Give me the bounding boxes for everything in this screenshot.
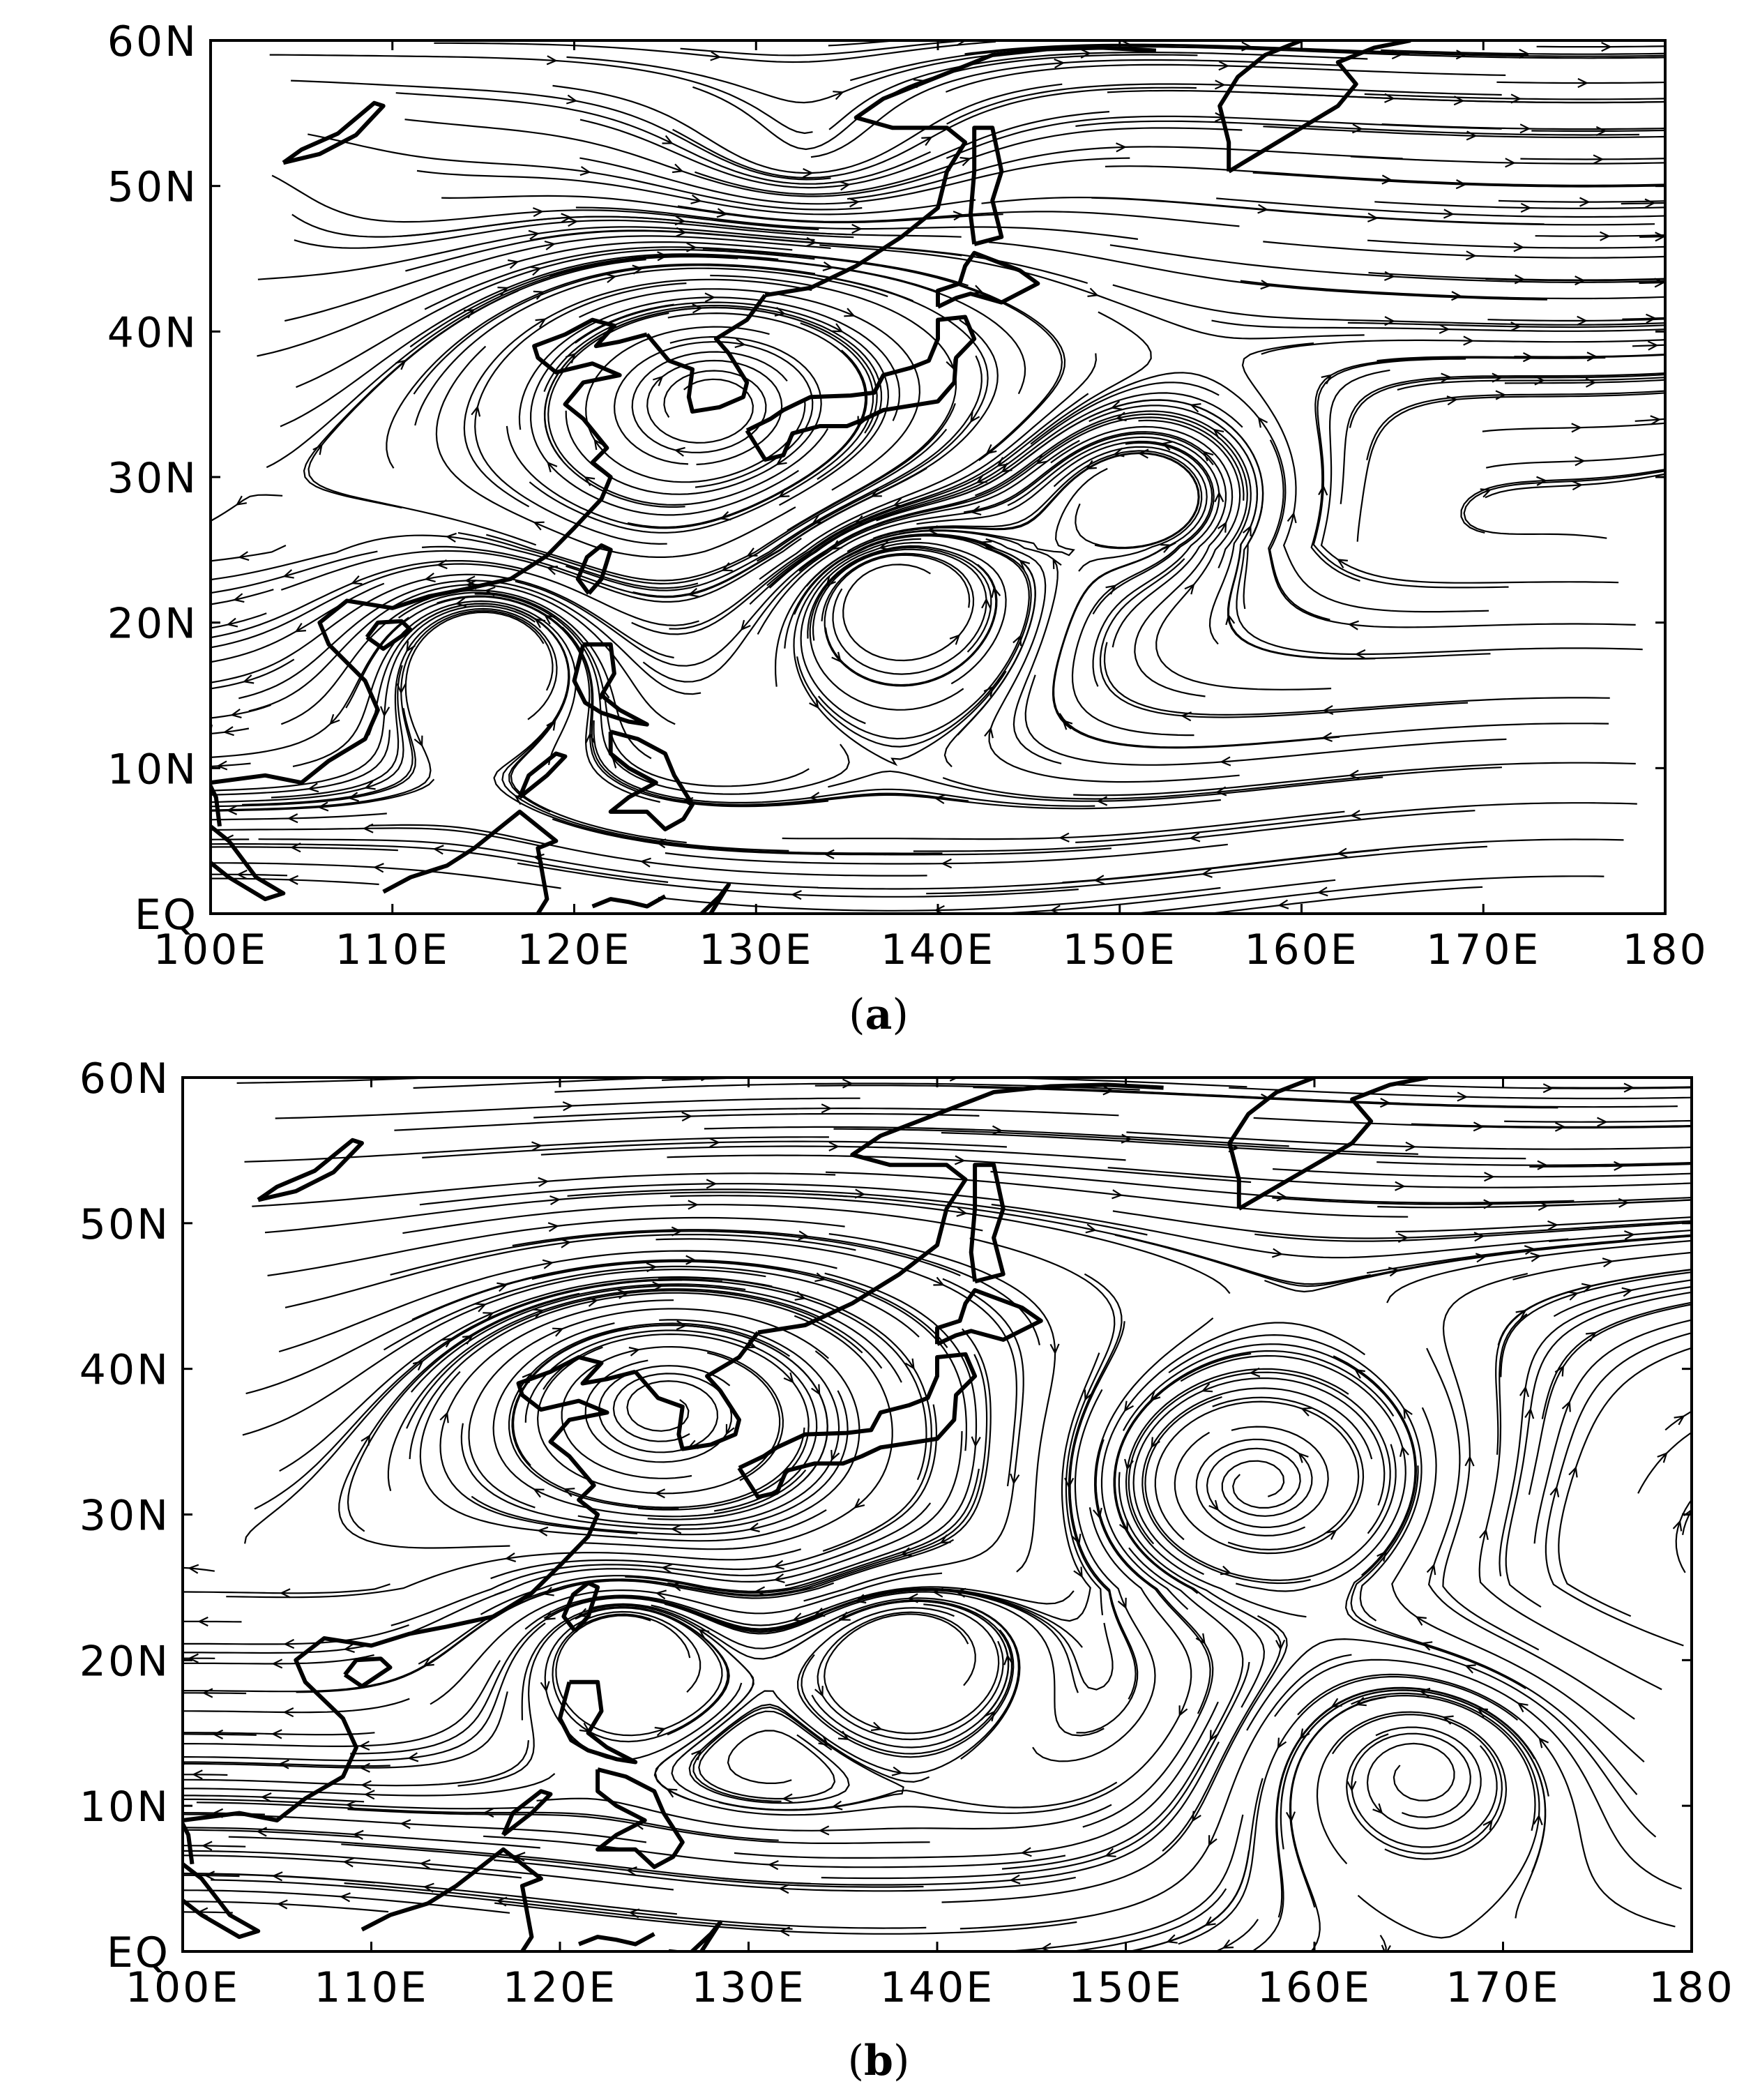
lon-tick-label: 130E [691,1963,805,2012]
lat-tick-label: EQ [107,1928,170,1977]
lat-tick-label: 60N [107,17,198,66]
panel-b: EQ 10N 20N 30N 40N 50N 60N 100E 110E 120E 130E 140E… [0,1050,1760,2100]
streamlines-b [183,1078,1692,1951]
lon-tick-label: 160E [1244,926,1358,974]
lat-tick-label: 10N [79,1783,170,1831]
lat-tick-label: 60N [79,1055,170,1103]
panel-a: EQ 10N 20N 30N 40N 50N 60N 100E 110E 120E 130E 140E… [107,17,1708,1039]
lon-tick-label: 100E [126,1963,240,2012]
lat-tick-label: 50N [107,163,198,212]
lat-tick-label: 30N [107,454,198,503]
lon-tick-label: 140E [881,926,995,974]
lon-tick-label: 100E [153,926,268,974]
lon-tick-label: 180 [1622,926,1708,974]
lon-tick-label: 160E [1257,1963,1372,2012]
streamlines-a [211,40,1665,914]
lon-tick-label: 110E [335,926,450,974]
coastlines-a [211,40,1411,914]
lon-tick-label: 170E [1446,1963,1560,2012]
lat-tick-label: 40N [107,308,198,357]
coastlines-b [183,1078,1428,1951]
lon-tick-label: 130E [699,926,813,974]
panel-label-b: (b) [847,2037,910,2085]
lon-tick-label: 110E [314,1963,428,2012]
panel-label-a: (a) [849,990,909,1039]
lat-tick-label: 50N [79,1200,170,1249]
lat-tick-label: 20N [107,600,198,649]
lon-tick-label: 140E [880,1963,994,2012]
streamline-map-a: EQ 10N 20N 30N 40N 50N 60N 100E 110E 120E 130E 140E… [107,17,1708,974]
lon-tick-label: 180 [1648,1963,1735,2012]
lon-tick-label: 120E [503,1963,617,2012]
streamline-map-b: EQ 10N 20N 30N 40N 50N 60N 100E 110E 120E 130E 140E… [79,1055,1735,2012]
lon-tick-label: 150E [1068,1963,1183,2012]
lat-tick-label: 30N [79,1492,170,1541]
lat-tick-label: 40N [79,1346,170,1395]
lat-tick-label: EQ [135,891,198,939]
lon-tick-label: 170E [1426,926,1540,974]
lon-tick-label: 120E [517,926,631,974]
lon-tick-label: 150E [1063,926,1177,974]
lat-tick-label: 10N [107,745,198,794]
lat-tick-label: 20N [79,1637,170,1686]
